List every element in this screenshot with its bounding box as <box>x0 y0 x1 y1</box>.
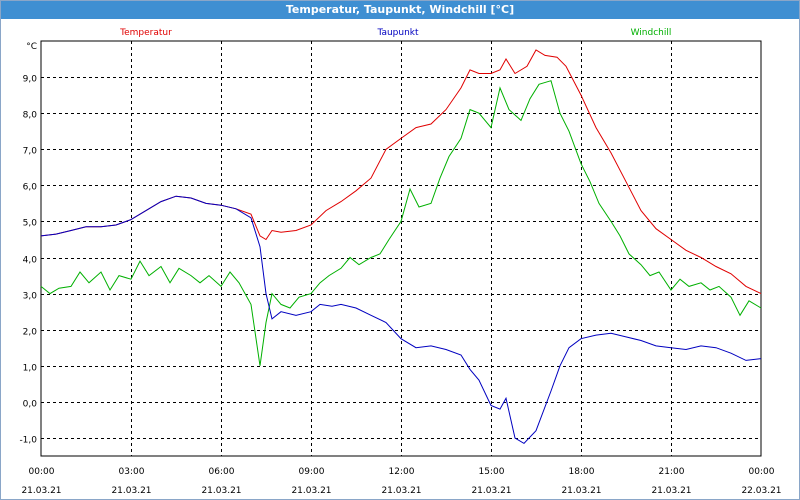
legend-windchill: Windchill <box>631 28 672 38</box>
x-tick-time: 15:00 <box>479 467 505 477</box>
legend: Temperatur Taupunkt Windchill <box>119 28 671 38</box>
x-tick-date: 21.03.21 <box>111 486 151 496</box>
y-tick-label: -1,0 <box>19 436 37 446</box>
y-tick-label: 4,0 <box>23 256 38 266</box>
y-tick-label: 3,0 <box>23 292 38 302</box>
x-tick-time: 00:00 <box>29 467 55 477</box>
x-tick-time: 21:00 <box>659 467 685 477</box>
y-tick-label: 2,0 <box>23 328 38 338</box>
x-tick-time: 06:00 <box>209 467 235 477</box>
plot-frame <box>40 40 762 457</box>
x-tick-time: 09:00 <box>299 467 325 477</box>
legend-taupunkt: Taupunkt <box>376 28 419 38</box>
x-tick-time: 03:00 <box>119 467 145 477</box>
x-tick-time: 00:00 <box>749 467 775 477</box>
y-unit-label: °C <box>26 42 37 52</box>
y-tick-label: 1,0 <box>23 364 38 374</box>
x-tick-time: 12:00 <box>389 467 415 477</box>
x-tick-date: 21.03.21 <box>561 486 601 496</box>
y-tick-label: 7,0 <box>23 147 38 157</box>
series-line-windchill <box>40 80 762 366</box>
y-tick-label: 6,0 <box>23 183 38 193</box>
y-tick-label: 5,0 <box>23 219 38 229</box>
legend-temperatur: Temperatur <box>119 28 172 38</box>
window-title: Temperatur, Taupunkt, Windchill [°C] <box>1 1 799 19</box>
y-tick-label: 0,0 <box>23 400 38 410</box>
y-tick-label: 9,0 <box>23 75 38 85</box>
x-tick-date: 22.03.21 <box>741 486 781 496</box>
x-tick-date: 21.03.21 <box>651 486 691 496</box>
series-lines <box>40 49 762 445</box>
x-tick-date: 21.03.21 <box>291 486 331 496</box>
y-tick-label: 8,0 <box>23 111 38 121</box>
axes: -1,0 0,0 1,0 2,0 3,0 4,0 5,0 6,0 7,0 8,0 9,0 °C 00:0… <box>19 42 781 496</box>
grid <box>41 41 761 456</box>
x-tick-time: 18:00 <box>569 467 595 477</box>
x-tick-date: 21.03.21 <box>471 486 511 496</box>
x-tick-date: 21.03.21 <box>201 486 241 496</box>
x-tick-date: 21.03.21 <box>381 486 421 496</box>
x-tick-date: 21.03.21 <box>21 486 61 496</box>
series-line-taupunkt <box>40 195 762 445</box>
plot-area <box>40 40 762 457</box>
